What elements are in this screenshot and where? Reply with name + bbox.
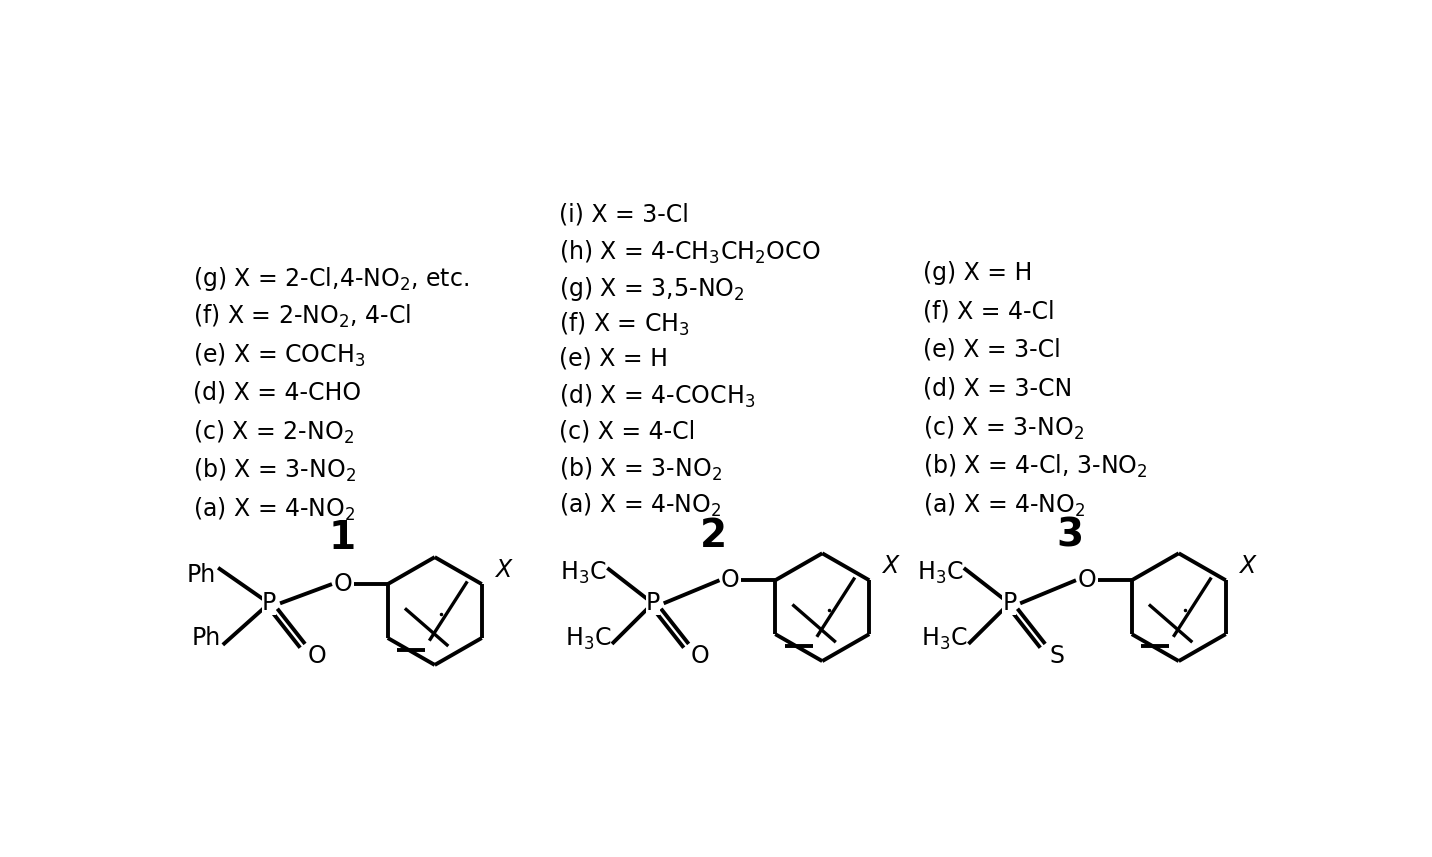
- Text: X: X: [882, 554, 898, 578]
- Text: 1: 1: [328, 518, 355, 557]
- Text: S: S: [1050, 644, 1064, 668]
- Text: (a) X = 4-NO$_2$: (a) X = 4-NO$_2$: [924, 492, 1085, 518]
- Text: H$_3$C: H$_3$C: [916, 560, 964, 586]
- Text: (f) X = CH$_3$: (f) X = CH$_3$: [558, 311, 690, 338]
- Text: O: O: [1077, 568, 1095, 592]
- Text: O: O: [334, 572, 352, 596]
- Text: (e) X = 3-Cl: (e) X = 3-Cl: [924, 338, 1061, 362]
- Text: (a) X = 4-NO$_2$: (a) X = 4-NO$_2$: [193, 495, 355, 523]
- Text: (e) X = COCH$_3$: (e) X = COCH$_3$: [193, 342, 365, 369]
- Text: 2: 2: [700, 517, 727, 554]
- Text: (b) X = 4-Cl, 3-NO$_2$: (b) X = 4-Cl, 3-NO$_2$: [924, 453, 1147, 481]
- Text: P: P: [646, 591, 660, 615]
- Text: O: O: [308, 644, 326, 668]
- Text: (c) X = 3-NO$_2$: (c) X = 3-NO$_2$: [924, 415, 1084, 442]
- Text: (d) X = 4-COCH$_3$: (d) X = 4-COCH$_3$: [558, 383, 755, 411]
- Text: P: P: [262, 591, 276, 615]
- Text: (g) X = 3,5-NO$_2$: (g) X = 3,5-NO$_2$: [558, 274, 745, 303]
- Text: (g) X = 2-Cl,4-NO$_2$, etc.: (g) X = 2-Cl,4-NO$_2$, etc.: [193, 265, 470, 292]
- Text: H$_3$C: H$_3$C: [560, 560, 607, 586]
- Text: (c) X = 2-NO$_2$: (c) X = 2-NO$_2$: [193, 418, 354, 446]
- Text: (c) X = 4-Cl: (c) X = 4-Cl: [558, 419, 695, 443]
- Text: (f) X = 4-Cl: (f) X = 4-Cl: [924, 299, 1054, 323]
- Text: (a) X = 4-NO$_2$: (a) X = 4-NO$_2$: [558, 492, 722, 518]
- Text: O: O: [720, 568, 740, 592]
- Text: X: X: [1239, 554, 1254, 578]
- Text: (d) X = 4-CHO: (d) X = 4-CHO: [193, 380, 361, 404]
- Text: (d) X = 3-CN: (d) X = 3-CN: [924, 376, 1073, 400]
- Text: Ph: Ph: [190, 626, 221, 650]
- Text: (i) X = 3-Cl: (i) X = 3-Cl: [558, 202, 689, 226]
- Text: (h) X = 4-CH$_3$CH$_2$OCO: (h) X = 4-CH$_3$CH$_2$OCO: [558, 238, 821, 266]
- Text: (e) X = H: (e) X = H: [558, 347, 667, 371]
- Text: (f) X = 2-NO$_2$, 4-Cl: (f) X = 2-NO$_2$, 4-Cl: [193, 303, 411, 330]
- Text: (b) X = 3-NO$_2$: (b) X = 3-NO$_2$: [193, 457, 355, 484]
- Text: (b) X = 3-NO$_2$: (b) X = 3-NO$_2$: [558, 456, 722, 482]
- Text: Ph: Ph: [186, 563, 216, 587]
- Text: O: O: [690, 644, 710, 668]
- Text: P: P: [1002, 591, 1017, 615]
- Text: X: X: [495, 558, 511, 582]
- Text: H$_3$C: H$_3$C: [564, 626, 611, 652]
- Text: H$_3$C: H$_3$C: [921, 626, 968, 652]
- Text: (g) X = H: (g) X = H: [924, 261, 1032, 285]
- Text: 3: 3: [1057, 517, 1084, 554]
